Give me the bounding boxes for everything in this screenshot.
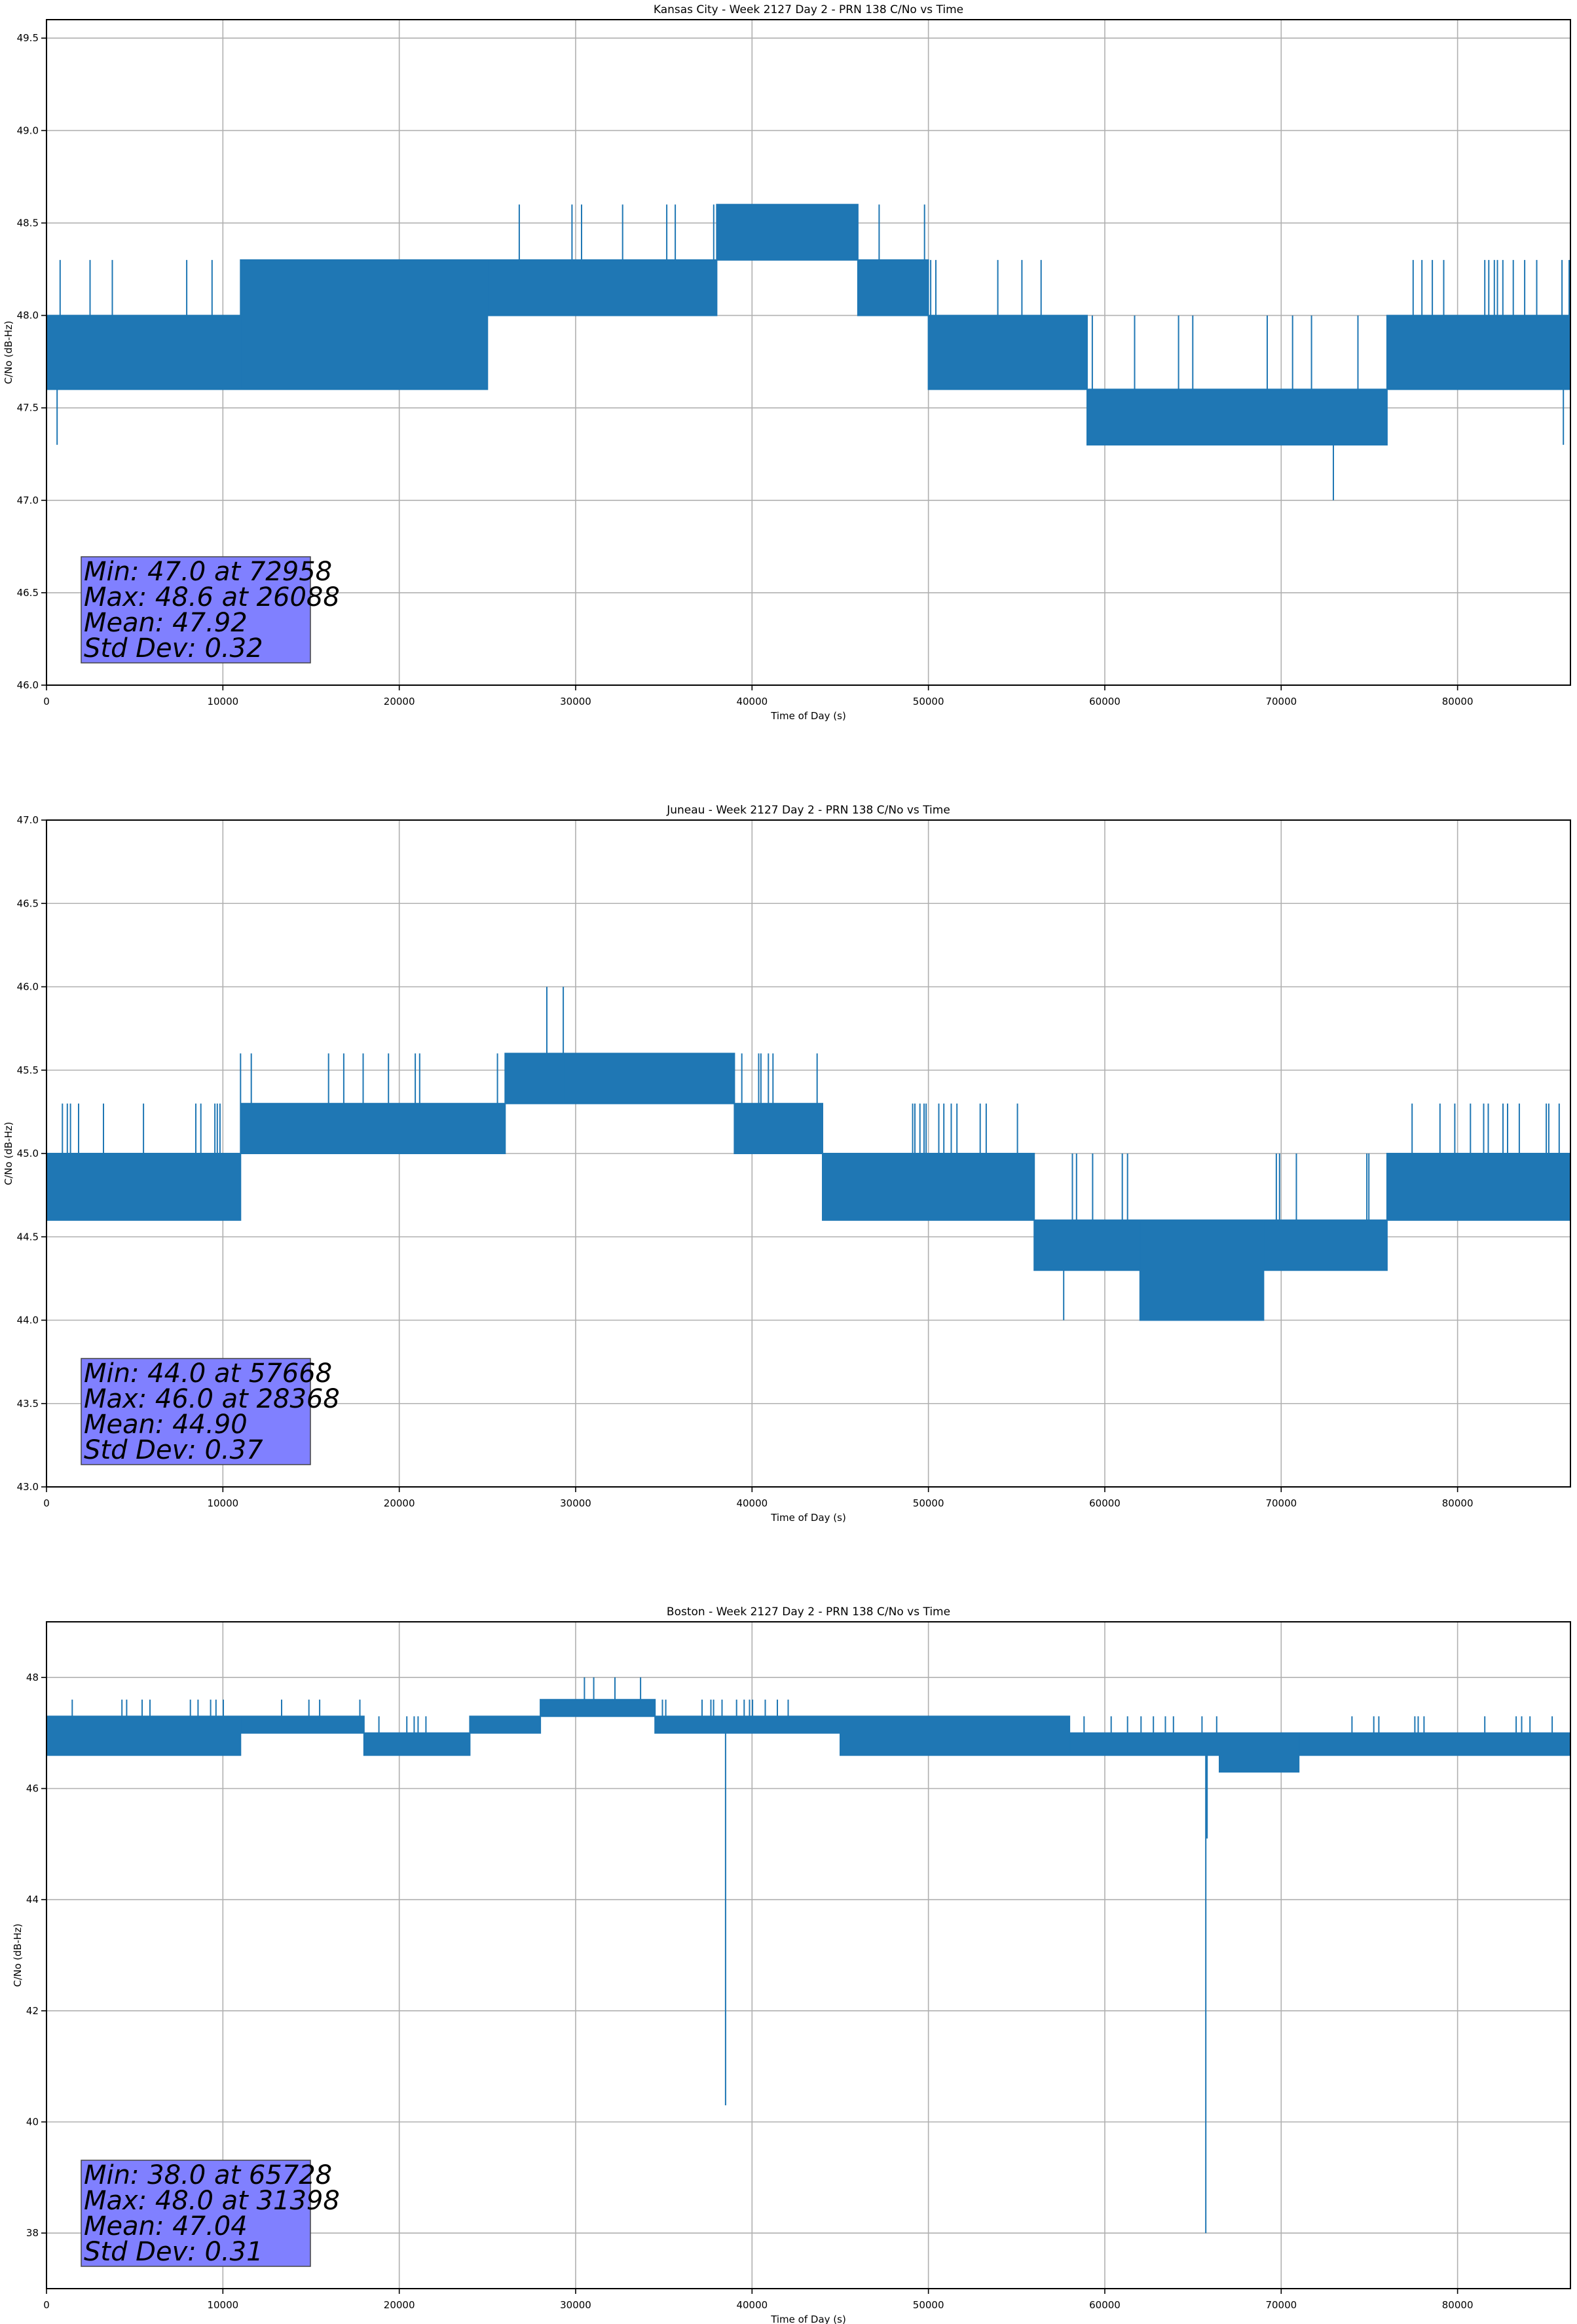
x-tick-label: 80000 <box>1442 696 1474 707</box>
x-tick-label: 60000 <box>1089 696 1121 707</box>
x-tick-label: 0 <box>43 1497 50 1509</box>
stats-line: Std Dev: 0.31 <box>84 2237 263 2267</box>
y-tick-label: 47.5 <box>17 402 39 414</box>
y-tick-label: 48.5 <box>17 217 39 229</box>
x-tick-label: 0 <box>43 696 50 707</box>
series-line <box>46 204 1570 500</box>
x-tick-label: 30000 <box>560 696 591 707</box>
series-line <box>46 1677 1570 2233</box>
y-tick-label: 46.5 <box>17 587 39 599</box>
y-tick-label: 43.5 <box>17 1398 39 1410</box>
y-tick-label: 38 <box>26 2227 39 2239</box>
x-tick-label: 10000 <box>207 1497 238 1509</box>
y-tick-label: 46.0 <box>17 981 39 993</box>
y-tick-label: 49.5 <box>17 32 39 44</box>
x-tick-label: 10000 <box>207 2299 238 2311</box>
x-tick-label: 60000 <box>1089 2299 1121 2311</box>
x-tick-label: 20000 <box>384 696 415 707</box>
y-tick-label: 43.0 <box>17 1481 39 1493</box>
x-tick-label: 50000 <box>913 1497 944 1509</box>
x-tick-label: 70000 <box>1265 1497 1297 1509</box>
x-tick-label: 80000 <box>1442 1497 1474 1509</box>
y-tick-label: 46.0 <box>17 679 39 691</box>
y-tick-label: 47.0 <box>17 814 39 826</box>
x-axis-label: Time of Day (s) <box>770 2314 846 2324</box>
y-axis-label: C/No (dB-Hz) <box>12 1924 24 1987</box>
x-tick-label: 20000 <box>384 2299 415 2311</box>
x-tick-label: 30000 <box>560 1497 591 1509</box>
y-tick-label: 49.0 <box>17 124 39 136</box>
y-tick-label: 46.5 <box>17 897 39 909</box>
y-axis-label: C/No (dB-Hz) <box>3 321 14 384</box>
x-tick-label: 70000 <box>1265 696 1297 707</box>
x-tick-label: 50000 <box>913 696 944 707</box>
x-tick-label: 30000 <box>560 2299 591 2311</box>
x-tick-label: 80000 <box>1442 2299 1474 2311</box>
y-tick-label: 48 <box>26 1672 39 1683</box>
x-tick-label: 50000 <box>913 2299 944 2311</box>
x-tick-label: 40000 <box>736 2299 768 2311</box>
stats-line: Std Dev: 0.37 <box>84 1435 263 1465</box>
x-tick-label: 10000 <box>207 696 238 707</box>
x-tick-label: 40000 <box>736 1497 768 1509</box>
figure: 0 10000 20000 30000 40000 50000 60000 70000 8000… <box>0 0 1577 2324</box>
y-tick-label: 45.0 <box>17 1148 39 1159</box>
y-tick-label: 47.0 <box>17 495 39 506</box>
x-tick-label: 70000 <box>1265 2299 1297 2311</box>
y-axis-label: C/No (dB-Hz) <box>3 1122 14 1186</box>
y-tick-label: 40 <box>26 2116 39 2128</box>
chart-title: Kansas City - Week 2127 Day 2 - PRN 138 … <box>654 3 963 16</box>
y-tick-label: 42 <box>26 2005 39 2017</box>
chart-panel-3: 0 10000 20000 30000 40000 50000 60000 70000 8000… <box>12 1605 1570 2324</box>
y-tick-label: 44.5 <box>17 1231 39 1243</box>
stats-line: Std Dev: 0.32 <box>84 633 263 664</box>
x-axis-label: Time of Day (s) <box>770 1512 846 1524</box>
chart-panel-2: 0 10000 20000 30000 40000 50000 60000 70000 8000… <box>3 804 1570 1524</box>
y-tick-label: 46 <box>26 1783 39 1795</box>
y-tick-label: 48.0 <box>17 310 39 322</box>
x-axis-label: Time of Day (s) <box>770 710 846 722</box>
x-tick-label: 20000 <box>384 1497 415 1509</box>
chart-title: Juneau - Week 2127 Day 2 - PRN 138 C/No … <box>666 804 950 817</box>
y-tick-label: 45.5 <box>17 1064 39 1076</box>
chart-title: Boston - Week 2127 Day 2 - PRN 138 C/No … <box>667 1605 950 1619</box>
chart-panel-1: 0 10000 20000 30000 40000 50000 60000 70000 8000… <box>3 3 1570 722</box>
x-tick-label: 40000 <box>736 696 768 707</box>
y-tick-label: 44.0 <box>17 1315 39 1326</box>
y-tick-label: 44 <box>26 1894 39 1905</box>
x-tick-label: 0 <box>43 2299 50 2311</box>
x-tick-label: 60000 <box>1089 1497 1121 1509</box>
